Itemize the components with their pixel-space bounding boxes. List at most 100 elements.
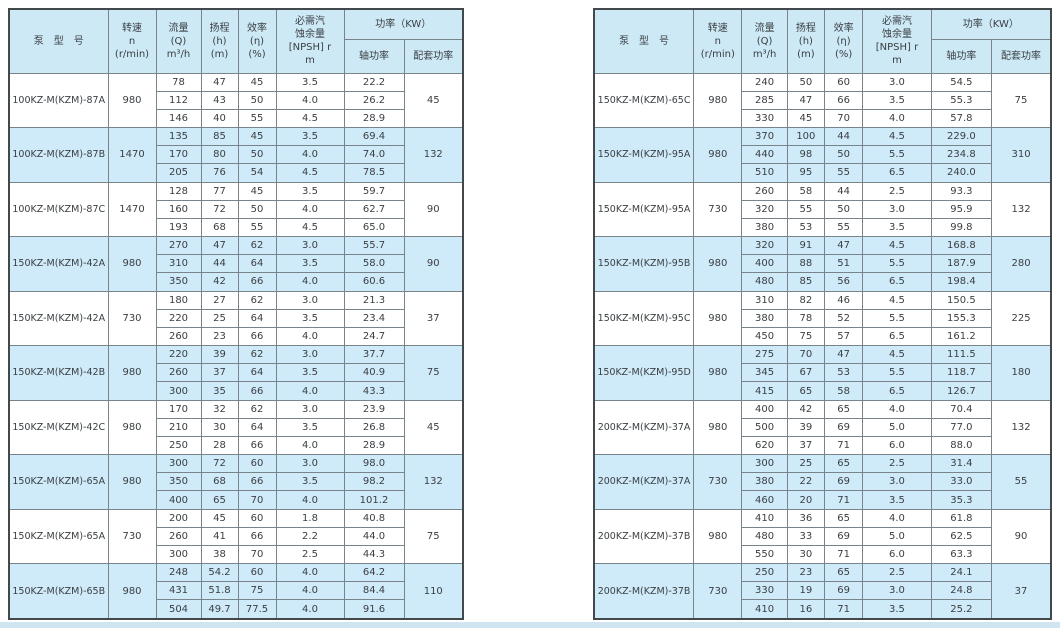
pump-spec-table-left: 泵 型 号转速 n (r/min) 流量 (Q) m³/h 扬程 (h) (m) 效率…	[8, 8, 464, 620]
efficiency-cell: 46	[823, 290, 864, 310]
head-cell: 30	[200, 417, 239, 437]
npsh-cell: 3.5	[862, 599, 932, 620]
matched-power-cell: 75	[991, 72, 1052, 129]
pump-spec-table-right: 泵 型 号转速 n (r/min) 流量 (Q) m³/h 扬程 (h) (m) 效率…	[593, 8, 1052, 620]
shaft-power-cell: 58.0	[343, 254, 405, 274]
efficiency-cell: 45	[237, 127, 277, 147]
flow-cell: 200	[155, 508, 202, 528]
head-cell: 28	[200, 435, 239, 456]
efficiency-cell: 57	[823, 326, 864, 347]
shaft-power-cell: 28.9	[343, 108, 405, 129]
efficiency-cell: 66	[237, 472, 277, 492]
npsh-cell: 3.0	[275, 399, 345, 419]
flow-cell: 450	[741, 326, 788, 347]
header-power-kw: 功率（KW）	[343, 8, 464, 40]
npsh-cell: 4.0	[862, 108, 932, 129]
npsh-cell: 5.0	[862, 417, 932, 437]
efficiency-cell: 71	[823, 544, 864, 565]
npsh-cell: 5.0	[862, 526, 932, 546]
npsh-cell: 4.0	[275, 563, 345, 583]
speed-cell: 980	[107, 72, 157, 129]
table-row: 205 76 54 4.5 78.5	[9, 163, 463, 183]
efficiency-cell: 51	[823, 254, 864, 274]
shaft-power-cell: 126.7	[930, 381, 993, 401]
speed-cell: 730	[107, 508, 157, 565]
head-cell: 49.7	[200, 599, 239, 620]
head-cell: 23	[200, 326, 239, 347]
flow-cell: 180	[155, 290, 202, 310]
efficiency-cell: 70	[823, 108, 864, 129]
shaft-power-cell: 229.0	[930, 127, 993, 147]
header-efficiency: 效率 (η) (%)	[237, 8, 277, 74]
npsh-cell: 6.5	[862, 326, 932, 347]
flow-cell: 260	[155, 363, 202, 383]
npsh-cell: 4.0	[862, 399, 932, 419]
head-cell: 45	[200, 508, 239, 528]
npsh-cell: 4.0	[275, 145, 345, 165]
table-row: 431 51.8 75 4.0 84.4	[9, 581, 463, 601]
shaft-power-cell: 23.9	[343, 399, 405, 419]
efficiency-cell: 62	[237, 236, 277, 256]
efficiency-cell: 54	[237, 163, 277, 183]
shaft-power-cell: 40.9	[343, 363, 405, 383]
head-cell: 40	[200, 108, 239, 129]
matched-power-cell: 37	[403, 290, 464, 347]
pump-model-cell: 200KZ-M(KZM)-37A	[593, 399, 695, 456]
shaft-power-cell: 21.3	[343, 290, 405, 310]
efficiency-cell: 64	[237, 363, 277, 383]
speed-cell: 1470	[107, 127, 157, 183]
efficiency-cell: 60	[237, 454, 277, 474]
flow-cell: 220	[155, 308, 202, 328]
efficiency-cell: 69	[823, 472, 864, 492]
head-cell: 47	[200, 72, 239, 92]
head-cell: 22	[786, 472, 825, 492]
shaft-power-cell: 40.8	[343, 508, 405, 528]
shaft-power-cell: 198.4	[930, 272, 993, 292]
shaft-power-cell: 54.5	[930, 72, 993, 92]
flow-cell: 500	[741, 417, 788, 437]
efficiency-cell: 50	[237, 199, 277, 219]
efficiency-cell: 71	[823, 490, 864, 510]
speed-cell: 730	[693, 454, 743, 510]
head-cell: 53	[786, 217, 825, 238]
matched-power-cell: 132	[403, 127, 464, 183]
shaft-power-cell: 155.3	[930, 308, 993, 328]
header-power-kw: 功率（KW）	[930, 8, 1052, 40]
shaft-power-cell: 101.2	[343, 490, 405, 510]
efficiency-cell: 55	[823, 163, 864, 183]
head-cell: 88	[786, 254, 825, 274]
flow-cell: 240	[741, 72, 788, 92]
head-cell: 54.2	[200, 563, 239, 583]
flow-cell: 260	[155, 326, 202, 347]
page-bottom-strip	[0, 622, 1060, 628]
matched-power-cell: 45	[403, 72, 464, 129]
head-cell: 91	[786, 236, 825, 256]
flow-cell: 320	[741, 236, 788, 256]
flow-cell: 370	[741, 127, 788, 147]
flow-cell: 504	[155, 599, 202, 620]
table-row: 150KZ-M(KZM)-42A 980 270 47 62 3.0 55.7 90	[8, 236, 464, 292]
shaft-power-cell: 55.3	[930, 90, 993, 110]
matched-power-cell: 110	[403, 563, 464, 620]
speed-cell: 730	[693, 181, 743, 238]
shaft-power-cell: 55.7	[343, 236, 405, 256]
efficiency-cell: 60	[237, 508, 277, 528]
npsh-cell: 3.0	[275, 454, 345, 474]
flow-cell: 415	[741, 381, 788, 401]
flow-cell: 205	[155, 163, 202, 183]
head-cell: 85	[786, 272, 825, 292]
head-cell: 77	[200, 181, 239, 201]
speed-cell: 980	[107, 563, 157, 620]
head-cell: 75	[786, 326, 825, 347]
efficiency-cell: 60	[237, 563, 277, 583]
flow-cell: 620	[741, 435, 788, 456]
head-cell: 68	[200, 472, 239, 492]
matched-power-cell: 55	[991, 454, 1052, 510]
header-shaft-power: 轴功率	[930, 38, 993, 74]
efficiency-cell: 69	[823, 526, 864, 546]
efficiency-cell: 56	[823, 272, 864, 292]
flow-cell: 400	[741, 254, 788, 274]
npsh-cell: 3.5	[275, 417, 345, 437]
npsh-cell: 3.0	[862, 72, 932, 92]
npsh-cell: 3.5	[275, 72, 345, 92]
